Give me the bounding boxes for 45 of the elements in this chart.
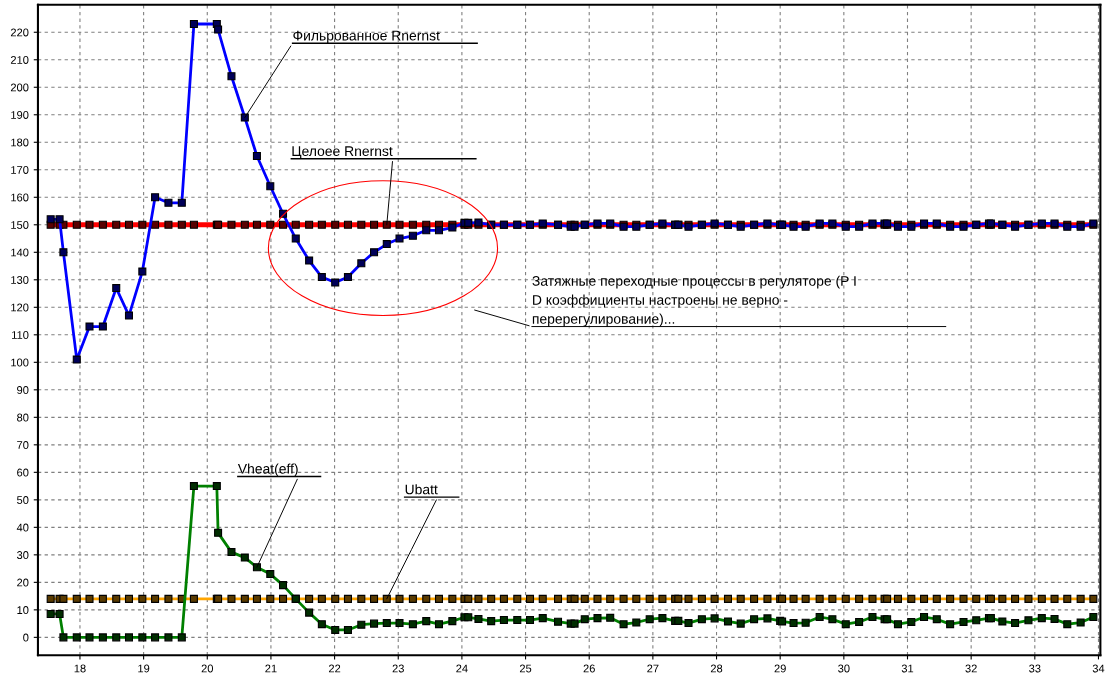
y-tick-label: 150 [11,221,29,229]
y-tick-label: 200 [10,83,29,92]
y-tick-label: 170 [11,166,29,174]
x-tick-label: 22 [328,664,341,673]
x-tick-label: 34 [1092,664,1105,673]
y-tick-label: 140 [11,248,29,257]
text: Ubatt [405,484,438,495]
y-tick-label: 80 [17,413,29,422]
y-tick-label: 190 [11,111,29,119]
y-tick-label: 100 [11,358,29,367]
y-tick-label: 90 [17,386,29,394]
y-tick-label: 180 [11,138,29,147]
x-tick-label: 32 [965,664,977,673]
y-tick-label: 220 [10,28,29,37]
y-tick-label: 30 [16,551,29,559]
y-tick-label: 110 [12,331,29,339]
x-tick-label: 29 [774,664,786,673]
y-tick-label: 10 [17,606,29,614]
series-label: Vheat(eff) [237,463,298,477]
annotation: Затяжные переходные процессы в регуляторе (P I D коэффициенты настроены не верно - перерегулирование)... [532,275,856,327]
x-tick-label: 18 [74,664,86,673]
x-tick-label: 30 [838,664,850,673]
x-tick-label: 24 [456,664,468,673]
y-tick-label: 70 [17,441,29,449]
y-tick-label: 210 [10,56,29,64]
x-tick-label: 21 [265,664,277,673]
y-tick-label: 20 [17,578,29,587]
y-tick-label: 40 [16,523,29,532]
x-tick-label: 27 [647,664,659,673]
y-tick-label: 60 [17,468,29,477]
x-tick-label: 26 [583,664,595,673]
text: Фильрованное Rnernst [293,30,440,44]
y-tick-label: 50 [17,496,29,504]
x-tick-label: 23 [392,664,404,673]
x-tick-label: 31 [901,664,914,673]
x-tick-label: 28 [710,664,723,673]
text: Целоее Rnernst [292,146,393,159]
y-tick-label: 130 [11,276,29,284]
x-tick-label: 19 [138,664,150,673]
x-tick-label: 20 [201,664,214,673]
y-tick-label: 120 [11,303,29,312]
y-tick-label: 160 [11,193,29,202]
x-tick-label: 33 [1029,664,1041,673]
x-tick-label: 25 [519,664,532,673]
y-tick-label: 0 [23,633,29,642]
